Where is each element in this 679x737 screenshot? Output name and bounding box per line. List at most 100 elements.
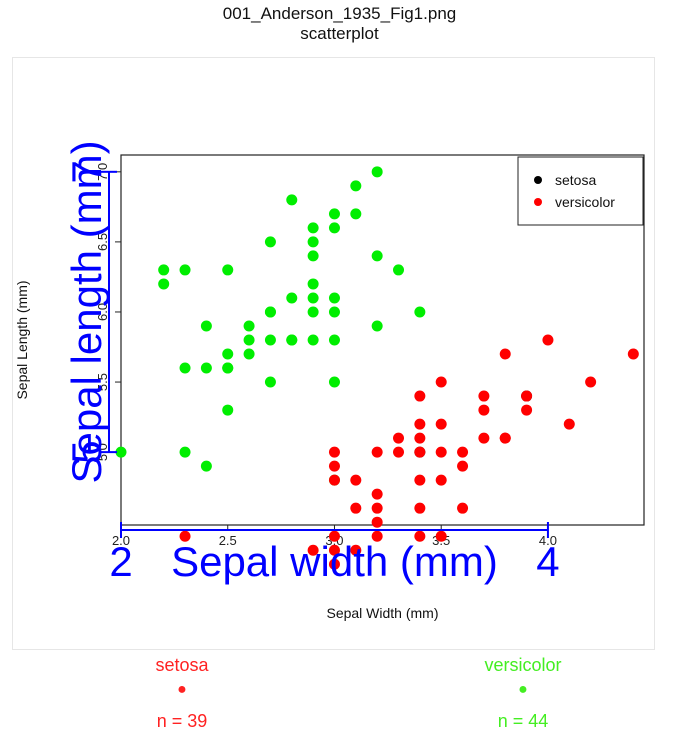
versicolor-point <box>328 446 340 458</box>
green-point <box>179 362 191 374</box>
versicolor-point <box>371 446 383 458</box>
green-point <box>222 404 234 416</box>
overlay-x-tick-label: 4 <box>536 538 559 585</box>
green-point <box>179 264 191 276</box>
footer-left-label: setosa <box>155 655 209 675</box>
green-point <box>243 334 255 346</box>
green-point <box>264 236 276 248</box>
green-point <box>264 376 276 388</box>
versicolor-point <box>328 530 340 542</box>
green-point <box>328 292 340 304</box>
green-point <box>115 446 127 458</box>
green-point <box>350 180 362 192</box>
y-tick-label: 6.5 <box>95 233 110 251</box>
legend-box <box>517 156 644 226</box>
green-point <box>179 446 191 458</box>
versicolor-point <box>478 432 490 444</box>
versicolor-point <box>328 544 340 556</box>
green-point <box>222 348 234 360</box>
green-point <box>286 194 298 206</box>
green-point <box>414 306 426 318</box>
footer-right-dot: ● <box>518 681 528 698</box>
footer-right-count: n = 44 <box>497 711 549 731</box>
versicolor-point <box>328 558 340 570</box>
versicolor-point <box>585 376 597 388</box>
versicolor-point <box>435 474 447 486</box>
green-point <box>328 306 340 318</box>
overlay-y-tick-label: 7 <box>63 160 110 183</box>
green-point <box>328 334 340 346</box>
versicolor-point <box>350 474 362 486</box>
versicolor-point <box>627 348 639 360</box>
green-point <box>307 306 319 318</box>
versicolor-point <box>563 418 575 430</box>
green-point <box>393 264 405 276</box>
versicolor-point <box>414 418 426 430</box>
versicolor-point <box>414 530 426 542</box>
versicolor-point <box>414 502 426 514</box>
green-point <box>200 320 212 332</box>
green-point <box>264 334 276 346</box>
overlay-x-axis-label: Sepal width (mm) <box>171 538 498 585</box>
legend-marker-setosa <box>534 176 542 184</box>
green-point <box>200 362 212 374</box>
versicolor-point <box>478 390 490 402</box>
versicolor-point <box>414 390 426 402</box>
green-point <box>243 348 255 360</box>
green-point <box>222 264 234 276</box>
green-point <box>307 236 319 248</box>
green-point <box>307 222 319 234</box>
versicolor-point <box>350 502 362 514</box>
versicolor-point <box>457 502 469 514</box>
y-axis-label: Sepal Length (mm) <box>14 280 30 399</box>
versicolor-point <box>371 488 383 500</box>
green-point <box>307 334 319 346</box>
overlay-x-tick-label: 2 <box>109 538 132 585</box>
green-point <box>307 250 319 262</box>
green-point <box>371 250 383 262</box>
green-point <box>328 376 340 388</box>
x-tick-label: 4.0 <box>539 533 557 548</box>
versicolor-point <box>542 334 554 346</box>
legend-label-versicolor: versicolor <box>555 194 615 210</box>
green-point <box>243 320 255 332</box>
versicolor-point <box>499 348 511 360</box>
versicolor-point <box>435 446 447 458</box>
legend-marker-versicolor <box>534 198 542 206</box>
legend-label-setosa: setosa <box>555 172 596 188</box>
versicolor-point <box>499 432 511 444</box>
y-tick-label: 5.5 <box>95 373 110 391</box>
x-axis-label: Sepal Width (mm) <box>326 605 438 621</box>
green-point <box>307 292 319 304</box>
versicolor-point <box>307 544 319 556</box>
footer-left-dot: ● <box>177 681 187 698</box>
versicolor-point <box>521 404 533 416</box>
versicolor-point <box>435 530 447 542</box>
green-point <box>200 460 212 472</box>
versicolor-point <box>393 432 405 444</box>
versicolor-point <box>414 474 426 486</box>
overlay-y-axis-label: Sepal length (mm) <box>63 140 110 483</box>
footer-left-count: n = 39 <box>156 711 208 731</box>
versicolor-point <box>371 516 383 528</box>
versicolor-point <box>435 418 447 430</box>
overlay-y-tick-label: 5 <box>63 440 110 463</box>
green-point <box>307 278 319 290</box>
green-point <box>264 306 276 318</box>
versicolor-point <box>328 474 340 486</box>
versicolor-point <box>179 530 191 542</box>
versicolor-point <box>414 446 426 458</box>
versicolor-point <box>371 502 383 514</box>
versicolor-point <box>371 530 383 542</box>
x-tick-label: 2.5 <box>219 533 237 548</box>
x-tick-label: 2.0 <box>112 533 130 548</box>
versicolor-point <box>350 544 362 556</box>
green-point <box>371 320 383 332</box>
footer-right-label: versicolor <box>484 655 562 675</box>
versicolor-point <box>414 432 426 444</box>
green-point <box>286 292 298 304</box>
versicolor-point <box>328 460 340 472</box>
versicolor-point <box>435 376 447 388</box>
